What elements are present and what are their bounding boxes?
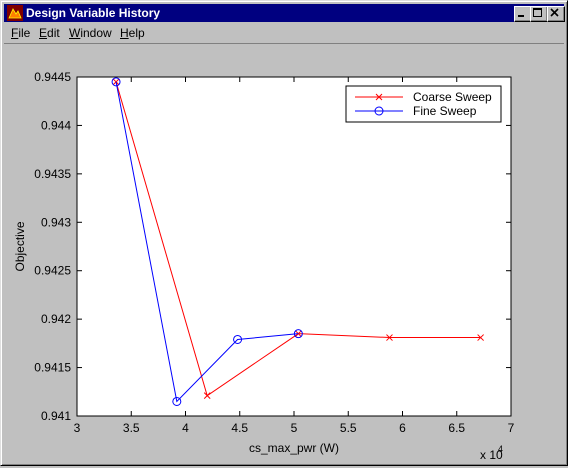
data-point-circle-marker[interactable] <box>111 77 121 87</box>
data-point-circle-marker[interactable] <box>172 396 182 406</box>
menu-edit-mnemonic: E <box>39 26 48 40</box>
maximize-icon <box>533 8 542 17</box>
x-tick-label: 5.5 <box>340 421 357 435</box>
menu-file[interactable]: File <box>11 26 30 40</box>
legend-label: Fine Sweep <box>413 104 477 118</box>
y-tick-label: 0.9445 <box>34 70 71 84</box>
data-point-x-marker[interactable] <box>386 334 393 341</box>
matlab-icon <box>7 5 23 21</box>
menu-bar: File Edit Window Help <box>4 23 564 42</box>
data-point-x-marker[interactable] <box>477 334 484 341</box>
title-bar[interactable]: Design Variable History <box>4 4 565 22</box>
x-tick-label: 4.5 <box>231 421 248 435</box>
x-exponent-power: 4 <box>498 444 503 454</box>
data-point-x-marker[interactable] <box>294 330 302 338</box>
series-line <box>115 81 299 403</box>
menu-file-label: ile <box>18 26 31 40</box>
y-tick-label: 0.944 <box>41 118 71 132</box>
y-tick-label: 0.9415 <box>34 361 71 375</box>
x-exponent-label: x 10 <box>480 448 503 462</box>
x-tick-label: 7 <box>508 421 515 435</box>
data-point-circle-marker[interactable] <box>374 106 384 116</box>
x-tick-label: 6.5 <box>448 421 465 435</box>
menu-window[interactable]: Window <box>69 26 112 40</box>
data-point-x-marker[interactable] <box>375 93 383 101</box>
data-point-circle-marker[interactable] <box>293 329 303 339</box>
figure-canvas: 3 3.5 4 4.5 5 5.5 6 6.5 7 0.941 0.9415 0.942 0.9425 0… <box>4 43 564 463</box>
menu-help[interactable]: Help <box>120 26 145 40</box>
x-tick-label: 4 <box>182 421 189 435</box>
menu-help-label: elp <box>128 26 145 40</box>
minimize-icon <box>518 15 524 17</box>
y-axis-label: Objective <box>13 221 27 271</box>
x-tick-label: 3.5 <box>123 421 140 435</box>
y-tick-label: 0.9425 <box>34 264 71 278</box>
y-tick-label: 0.943 <box>41 215 71 229</box>
y-tick-label: 0.941 <box>41 409 71 423</box>
close-button[interactable] <box>547 6 565 22</box>
line-chart[interactable]: 3 3.5 4 4.5 5 5.5 6 6.5 7 0.941 0.9415 0.942 0.9425 0… <box>4 44 564 463</box>
menu-help-mnemonic: H <box>120 26 129 40</box>
legend-label: Coarse Sweep <box>413 90 492 104</box>
menu-edit-label: dit <box>47 26 60 40</box>
legend-box <box>345 85 502 123</box>
data-point-circle-marker[interactable] <box>233 334 243 344</box>
menu-window-mnemonic: W <box>69 26 81 40</box>
x-tick-label: 6 <box>399 421 406 435</box>
x-tick-label: 5 <box>291 421 298 435</box>
maximize-button[interactable] <box>530 6 548 22</box>
menu-edit[interactable]: Edit <box>39 26 60 40</box>
y-tick-label: 0.942 <box>41 312 71 326</box>
y-tick-label: 0.9435 <box>34 167 71 181</box>
data-point-x-marker[interactable] <box>203 392 211 400</box>
close-icon <box>550 8 559 17</box>
x-axis-label: cs_max_pwr (W) <box>249 441 339 455</box>
window-title: Design Variable History <box>26 6 161 20</box>
plot-area <box>76 76 512 417</box>
x-tick-label: 3 <box>74 421 81 435</box>
menu-file-mnemonic: F <box>11 26 19 40</box>
menu-window-label: indow <box>80 26 112 40</box>
